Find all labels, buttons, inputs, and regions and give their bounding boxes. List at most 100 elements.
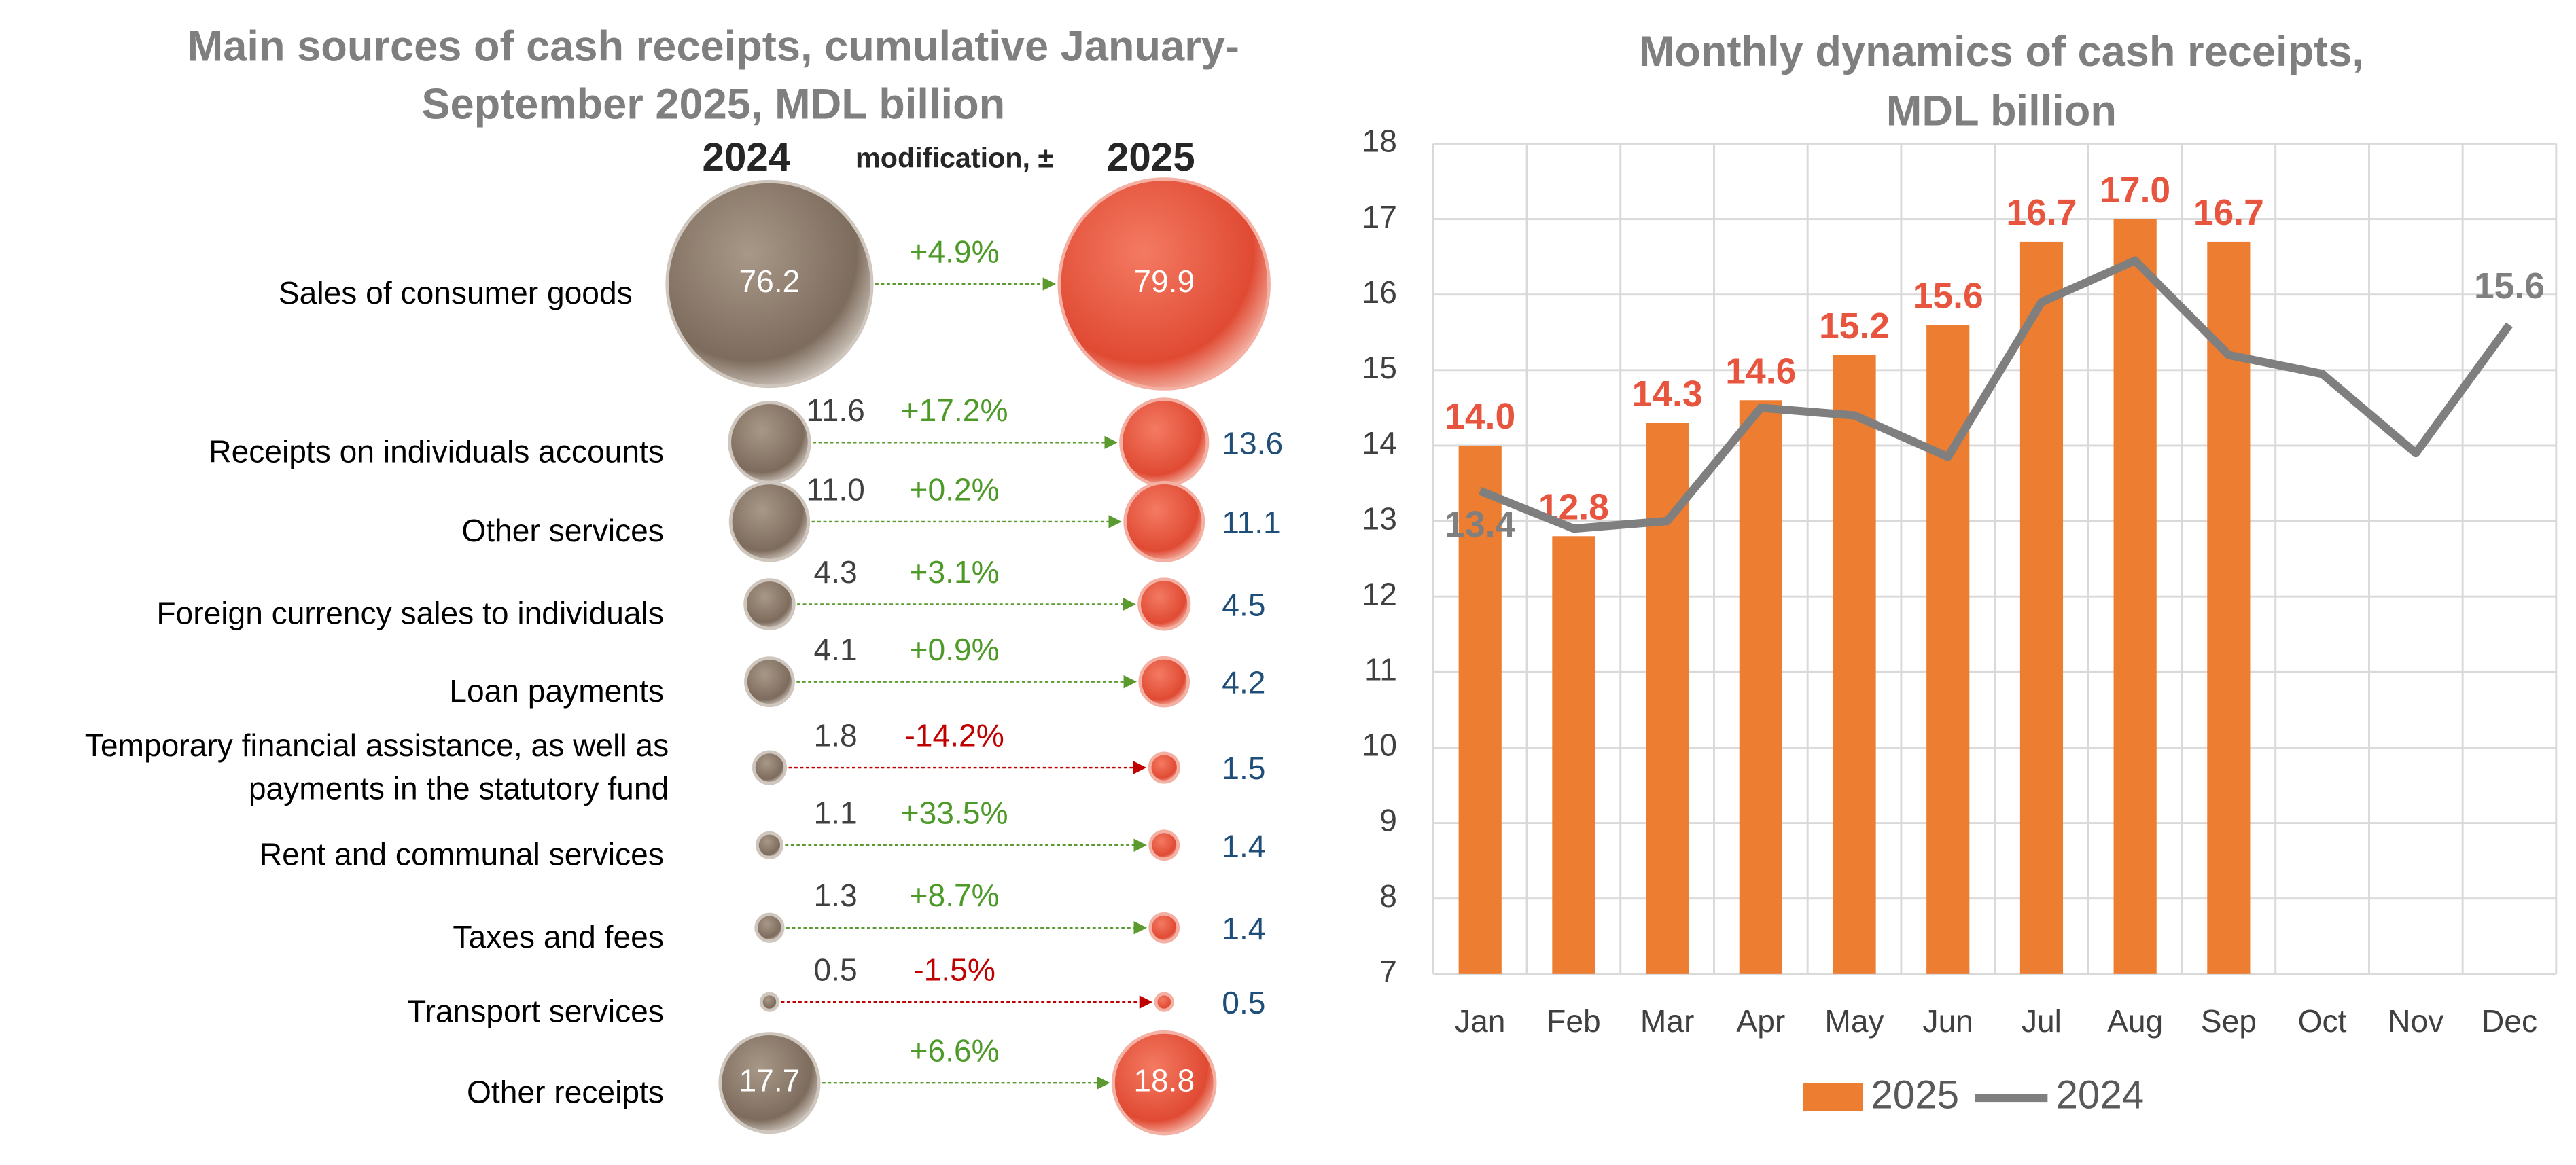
value-label: 79.9 — [1133, 264, 1195, 299]
value-label: 1.4 — [1222, 911, 1265, 946]
bar-value-label: 17.0 — [2100, 171, 2170, 211]
x-tick-label: Nov — [2388, 1003, 2443, 1039]
category-label: Rent and communal services — [260, 836, 664, 872]
legend-label: 2025 — [1107, 135, 1195, 179]
category-label: Receipts on individuals accounts — [209, 434, 664, 469]
x-tick-label: Jul — [2022, 1003, 2062, 1039]
chart-title: MDL billion — [1886, 87, 2117, 135]
legend-label: 2024 — [703, 135, 791, 179]
x-tick-label: Apr — [1736, 1003, 1785, 1039]
change-label: +33.5% — [901, 795, 1008, 831]
category-label: Other receipts — [467, 1074, 664, 1109]
x-tick-label: Jan — [1455, 1003, 1505, 1039]
bar-value-label: 14.6 — [1725, 352, 1796, 392]
x-tick-label: Aug — [2107, 1003, 2163, 1039]
category-label: Sales of consumer goods — [279, 275, 633, 310]
category-label: Loan payments — [449, 673, 664, 709]
y-tick-label: 7 — [1379, 954, 1397, 989]
bubble — [1119, 397, 1210, 488]
bubble — [728, 481, 811, 562]
x-tick-label: Jun — [1923, 1003, 1973, 1039]
value-label: 11.1 — [1222, 505, 1280, 540]
category-label: Transport services — [407, 993, 664, 1028]
x-tick-label: Oct — [2298, 1003, 2347, 1039]
bar — [1458, 445, 1502, 974]
bar-value-label: 16.7 — [2193, 193, 2264, 233]
legend-label: 2024 — [2056, 1073, 2145, 1117]
y-tick-label: 10 — [1362, 728, 1397, 763]
bubble — [1138, 656, 1190, 708]
value-label: 13.6 — [1222, 425, 1283, 461]
bubble — [755, 831, 783, 859]
bar-value-label: 14.3 — [1632, 374, 1703, 414]
category-label: payments in the statutory fund — [249, 770, 669, 806]
bar — [1926, 325, 1970, 974]
bubble — [1057, 177, 1271, 391]
bubble — [759, 992, 780, 1012]
bubble — [718, 1032, 821, 1134]
chart-title: September 2025, MDL billion — [421, 81, 1005, 128]
chart-title: Monthly dynamics of cash receipts, — [1639, 28, 2364, 75]
bar-value-label: 15.6 — [1913, 276, 1983, 316]
bubble — [743, 578, 796, 630]
value-label: 1.5 — [1222, 751, 1265, 786]
x-tick-label: Feb — [1547, 1003, 1601, 1039]
bubble — [728, 401, 811, 484]
line-value-label: 15.6 — [2474, 266, 2545, 306]
category-label: Other services — [461, 513, 664, 548]
bubble — [1123, 481, 1205, 562]
value-label: 1.3 — [814, 878, 858, 913]
bubble — [1111, 1030, 1217, 1136]
bar — [1739, 400, 1782, 974]
bubble — [1137, 577, 1191, 631]
bar — [2019, 241, 2064, 974]
value-label: 1.8 — [814, 717, 858, 753]
bar — [1552, 536, 1595, 974]
change-label: -14.2% — [904, 717, 1004, 753]
value-label: 4.1 — [814, 632, 858, 667]
value-label: 4.5 — [1222, 588, 1265, 623]
value-label: 17.7 — [739, 1062, 800, 1098]
y-tick-label: 13 — [1362, 501, 1397, 536]
line-series — [1478, 256, 2513, 533]
line-value-label: 13.4 — [1445, 505, 1515, 545]
x-tick-label: Mar — [1640, 1003, 1695, 1039]
bar-value-label: 15.2 — [1819, 306, 1890, 346]
change-label: +3.1% — [910, 554, 1000, 590]
bar-value-label: 16.7 — [2006, 193, 2077, 233]
y-tick-label: 18 — [1362, 124, 1397, 159]
bubble — [744, 656, 795, 708]
change-label: +0.2% — [910, 471, 1000, 507]
change-label: +4.9% — [910, 234, 1000, 269]
bubble — [665, 179, 874, 389]
y-tick-label: 9 — [1379, 803, 1397, 838]
y-tick-label: 8 — [1379, 878, 1397, 914]
category-label: Foreign currency sales to individuals — [156, 596, 664, 631]
change-label: -1.5% — [913, 952, 995, 988]
y-tick-label: 15 — [1362, 350, 1397, 385]
value-label: 18.8 — [1133, 1062, 1195, 1098]
value-label: 76.2 — [739, 264, 800, 299]
y-tick-label: 16 — [1362, 274, 1397, 310]
bar — [2113, 219, 2157, 974]
value-label: 1.4 — [1222, 828, 1265, 863]
bubble — [1154, 992, 1174, 1012]
value-label: 1.1 — [814, 795, 858, 831]
change-label: +6.6% — [910, 1033, 1000, 1069]
y-tick-label: 12 — [1362, 576, 1397, 611]
bar — [2207, 241, 2251, 974]
bar-value-label: 14.0 — [1445, 397, 1515, 437]
bubble — [752, 750, 788, 785]
value-label: 4.3 — [814, 554, 858, 590]
bubble — [1148, 829, 1180, 861]
bubble — [1148, 751, 1180, 784]
value-label: 0.5 — [1222, 985, 1265, 1020]
chart-title: Main sources of cash receipts, cumulativ… — [188, 23, 1239, 71]
value-label: 11.6 — [806, 393, 864, 428]
column-header: modification, ± — [855, 143, 1053, 174]
bubble — [754, 912, 785, 943]
bubble — [1148, 912, 1180, 944]
x-tick-label: Sep — [2201, 1003, 2257, 1039]
y-tick-label: 11 — [1364, 652, 1397, 687]
